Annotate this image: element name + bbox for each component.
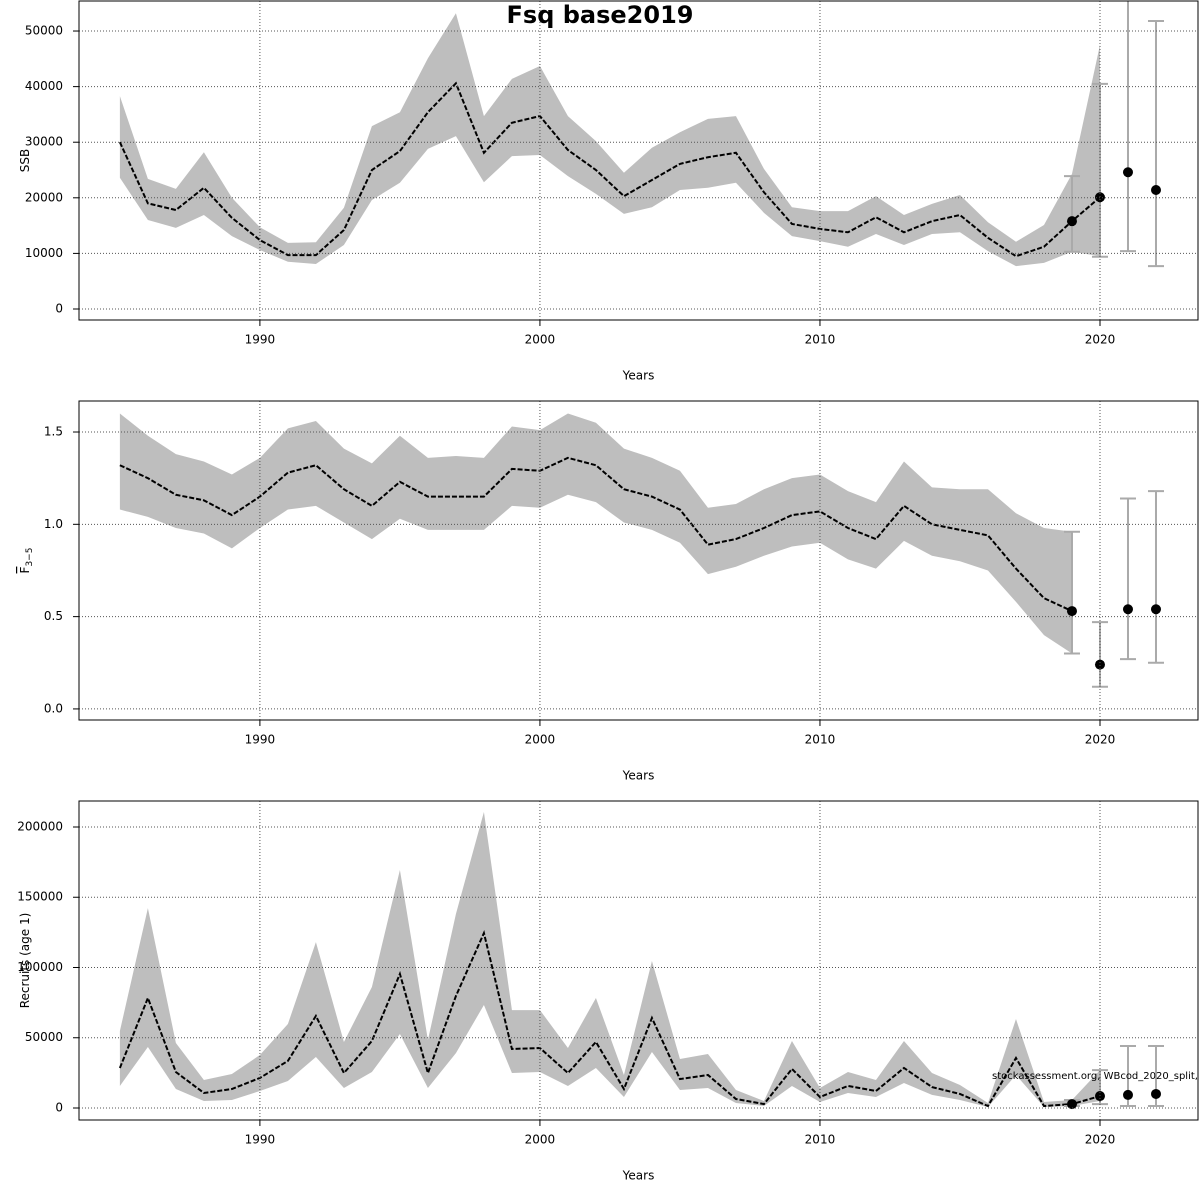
y-tick-label: 0 xyxy=(55,301,63,315)
y-tick-label: 1.0 xyxy=(44,517,63,531)
y-axis-label: Recruits (age 1) xyxy=(18,913,32,1009)
y-tick-label: 10000 xyxy=(25,246,63,260)
y-tick-label: 150000 xyxy=(17,890,63,904)
y-tick-label: 0 xyxy=(55,1101,63,1115)
x-tick-label: 2000 xyxy=(525,333,556,347)
confidence-band xyxy=(119,811,1100,1108)
y-axis-label: F3−5 xyxy=(18,548,35,574)
estimate-line xyxy=(118,81,1101,258)
plot-frame xyxy=(78,400,1199,721)
estimate-line xyxy=(119,456,1073,612)
x-axis-label: Years xyxy=(622,1169,655,1183)
plot-frame xyxy=(78,800,1199,1121)
x-tick-label: 2010 xyxy=(805,333,836,347)
x-tick-label: 1990 xyxy=(245,733,276,747)
point xyxy=(1150,1088,1161,1099)
y-axis-label-main: F xyxy=(18,566,32,573)
confidence-band xyxy=(119,13,1100,267)
y-tick-label: 50000 xyxy=(25,24,63,38)
x-tick-label: 2010 xyxy=(805,1133,836,1147)
point xyxy=(1122,1089,1133,1100)
y-tick-label: 200000 xyxy=(17,819,63,833)
y-tick-label: 50000 xyxy=(25,1030,63,1044)
y-axis-label-main: SSB xyxy=(18,149,32,172)
point xyxy=(1066,606,1077,617)
x-axis-label: Years xyxy=(622,369,655,383)
point xyxy=(1094,659,1105,670)
y-tick-label: 40000 xyxy=(25,79,63,93)
x-tick-label: 1990 xyxy=(245,1133,276,1147)
point xyxy=(1150,185,1161,196)
y-axis-label-sub: 3−5 xyxy=(25,548,35,567)
x-tick-label: 2020 xyxy=(1085,333,1116,347)
y-tick-label: 20000 xyxy=(25,190,63,204)
x-tick-label: 1990 xyxy=(245,333,276,347)
x-axis-label: Years xyxy=(622,769,655,783)
x-tick-label: 2000 xyxy=(525,733,556,747)
point xyxy=(1150,604,1161,615)
confidence-band xyxy=(119,413,1072,654)
point xyxy=(1122,167,1133,178)
point xyxy=(1094,1091,1105,1102)
chart-title: Fsq base2019 xyxy=(507,1,694,29)
annotation: stockassessment.org, WBcod_2020_split, r xyxy=(992,1071,1200,1082)
y-tick-label: 0.5 xyxy=(44,609,63,623)
point xyxy=(1066,216,1077,227)
point xyxy=(1066,1099,1077,1110)
point xyxy=(1122,604,1133,615)
y-axis-label-main: Recruits (age 1) xyxy=(18,913,32,1009)
plot-frame xyxy=(78,0,1199,321)
estimate-line xyxy=(118,929,1101,1108)
x-tick-label: 2000 xyxy=(525,1133,556,1147)
x-tick-label: 2010 xyxy=(805,733,836,747)
x-tick-label: 2020 xyxy=(1085,733,1116,747)
y-axis-label: SSB xyxy=(18,149,32,172)
y-tick-label: 1.5 xyxy=(44,425,63,439)
point xyxy=(1094,192,1105,203)
y-tick-label: 30000 xyxy=(25,135,63,149)
y-tick-label: 100000 xyxy=(17,960,63,974)
y-tick-label: 0.0 xyxy=(44,701,63,715)
x-tick-label: 2020 xyxy=(1085,1133,1116,1147)
